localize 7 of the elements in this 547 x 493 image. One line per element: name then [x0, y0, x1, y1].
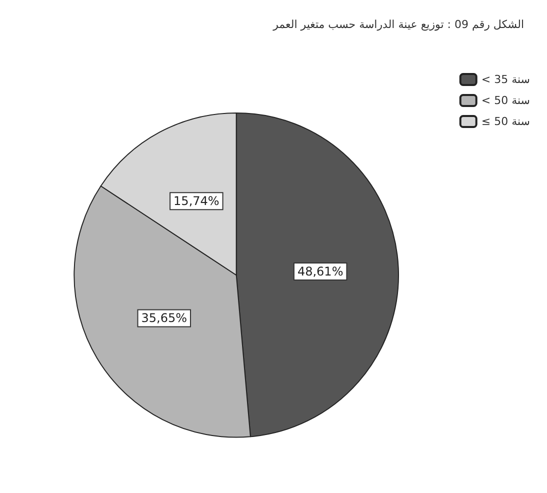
legend-label: ≤ 50 سنة: [481, 115, 530, 128]
chart-title: الشكل رقم 09 : توزيع عينة الدراسة حسب متغير العمر: [272, 18, 524, 31]
data-label: 15,74%: [174, 194, 220, 208]
legend-label: < 50 سنة: [481, 94, 530, 107]
data-label: 35,65%: [141, 311, 188, 326]
data-label: 48,61%: [297, 264, 344, 278]
legend-label: < 35 سنة: [481, 73, 530, 86]
